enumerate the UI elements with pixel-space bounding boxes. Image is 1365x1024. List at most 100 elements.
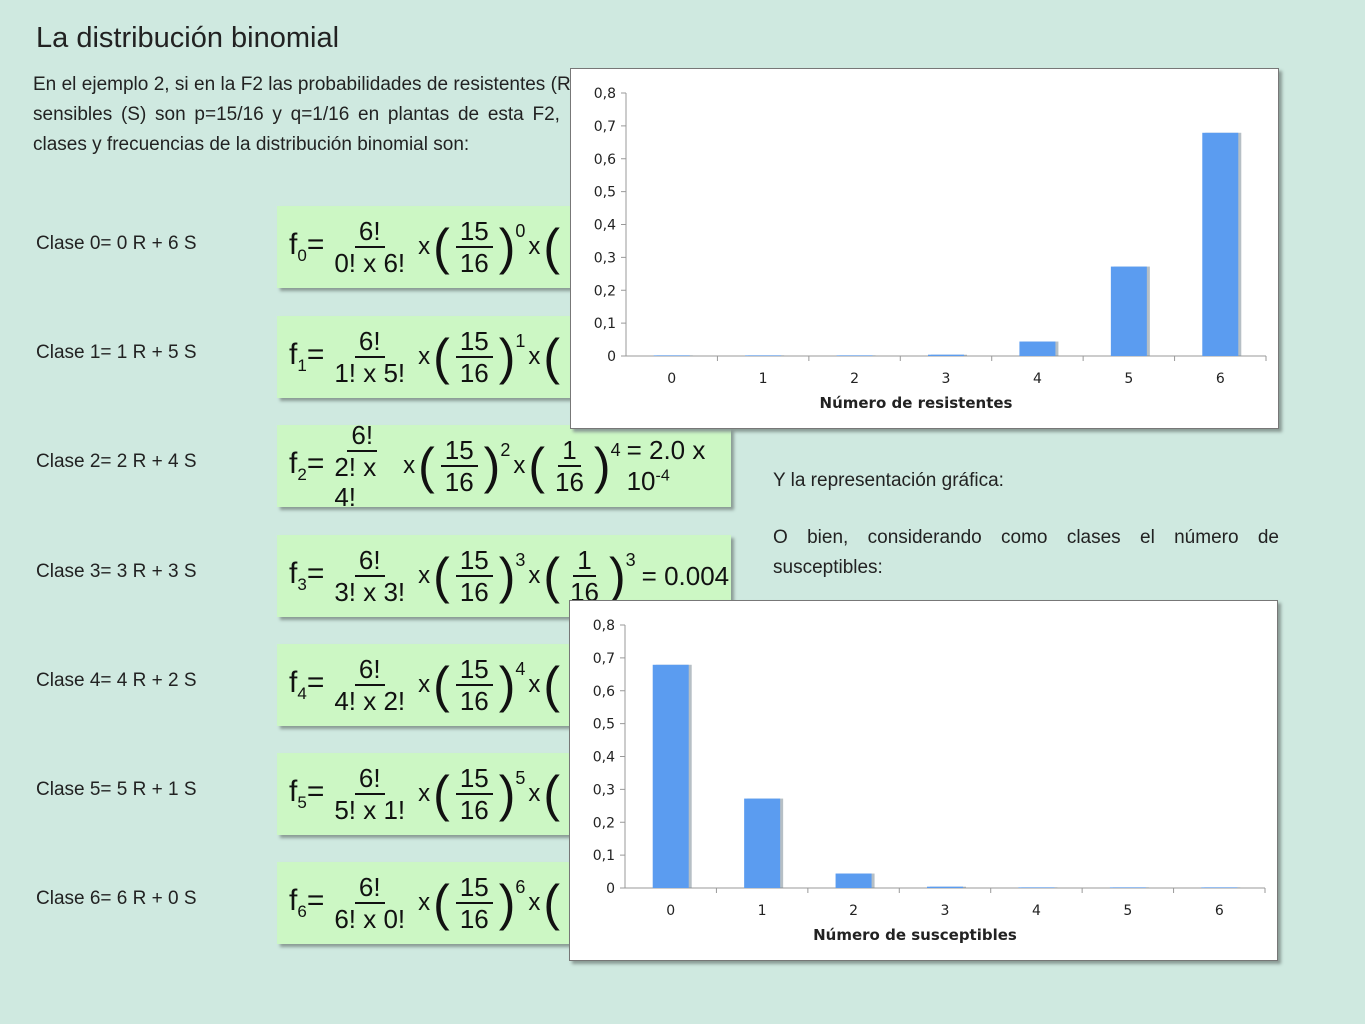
class-label: Clase 4= 4 R + 2 S [36, 670, 197, 691]
p-term: (15 16) 0 [433, 216, 526, 278]
bar [1018, 887, 1055, 888]
y-tick-label: 0,1 [594, 316, 616, 332]
times-sign: x [418, 562, 431, 589]
y-tick-label: 0,7 [594, 119, 616, 135]
x-tick-label: 4 [1033, 371, 1042, 387]
times-sign: x [418, 343, 431, 370]
y-tick-label: 0,3 [593, 782, 615, 798]
formula-f: f0= [289, 228, 325, 265]
x-axis-label: Número de resistentes [820, 394, 1013, 412]
times-sign: x [528, 889, 541, 916]
class-label: Clase 5= 5 R + 1 S [36, 779, 197, 800]
chart-resistentes: 0 0,1 0,2 0,3 0,4 0,5 0,6 0,7 0,8 0 1 2 3 4 5 6 Número d… [570, 68, 1279, 429]
p-term: (15 16) 3 [433, 545, 526, 607]
p-term: (15 16) 6 [433, 872, 526, 934]
bar [836, 355, 873, 356]
intro-paragraph: En el ejemplo 2, si en la F2 las probabi… [33, 74, 593, 155]
y-tick-label: 0 [606, 881, 615, 897]
formula-fraction: 6! 1! x 5! [334, 326, 406, 388]
bar [928, 354, 964, 356]
x-tick-label: 3 [942, 371, 951, 387]
x-tick-label: 2 [849, 903, 858, 919]
class-label: Clase 1= 1 R + 5 S [36, 342, 197, 363]
bar [1202, 132, 1239, 356]
p-term: (15 16) 1 [433, 326, 526, 388]
x-tick-label: 4 [1032, 903, 1041, 919]
formula-fraction: 6! 6! x 0! [334, 872, 406, 934]
q-term: (1 16) 4 [528, 435, 621, 497]
y-tick-label: 0,1 [593, 848, 615, 864]
chart-resistentes-svg: 0 0,1 0,2 0,3 0,4 0,5 0,6 0,7 0,8 0 1 2 3 4 5 6 Número d… [594, 86, 1267, 412]
y-tick-label: 0,5 [593, 717, 615, 733]
formula-fraction: 6! 5! x 1! [334, 763, 406, 825]
y-tick-label: 0 [607, 349, 616, 365]
bar [1110, 266, 1147, 356]
bar [1201, 887, 1238, 888]
x-tick-label: 5 [1123, 903, 1132, 919]
bar [835, 873, 872, 888]
bar [744, 798, 781, 888]
x-tick-label: 6 [1215, 903, 1224, 919]
chart-susceptibles: 0 0,1 0,2 0,3 0,4 0,5 0,6 0,7 0,8 0 1 2 3 4 5 6 Número d… [569, 600, 1278, 961]
bar [1019, 341, 1056, 356]
bar [927, 886, 963, 888]
x-tick-label: 6 [1216, 371, 1225, 387]
bar [1109, 887, 1146, 888]
y-tick-label: 0,8 [593, 618, 615, 634]
y-tick-label: 0,2 [593, 815, 615, 831]
times-sign: x [528, 233, 541, 260]
times-sign: x [528, 671, 541, 698]
y-tick-label: 0,6 [593, 684, 615, 700]
bar [653, 355, 690, 356]
y-tick-label: 0,6 [594, 152, 616, 168]
y-tick-label: 0,2 [594, 283, 616, 299]
chart-susceptibles-svg: 0 0,1 0,2 0,3 0,4 0,5 0,6 0,7 0,8 0 1 2 3 4 5 6 Número d… [593, 618, 1266, 944]
class-label: Clase 3= 3 R + 3 S [36, 561, 197, 582]
x-tick-label: 1 [758, 903, 767, 919]
times-sign: x [418, 889, 431, 916]
times-sign: x [418, 233, 431, 260]
formula-f: f4= [289, 666, 325, 703]
bar [745, 355, 782, 356]
x-tick-label: 0 [667, 371, 676, 387]
y-tick-label: 0,5 [594, 185, 616, 201]
formula-f: f2= [289, 447, 325, 484]
times-sign: x [418, 671, 431, 698]
formula-f: f6= [289, 884, 325, 921]
times-sign: x [528, 343, 541, 370]
times-sign: x [528, 780, 541, 807]
y-tick-label: 0,7 [593, 651, 615, 667]
formula-f: f3= [289, 557, 325, 594]
times-sign: x [528, 562, 541, 589]
p-term: (15 16) 4 [433, 654, 526, 716]
x-tick-label: 0 [666, 903, 675, 919]
text-representacion: Y la representación gráfica: [773, 470, 1004, 491]
text-susceptibles: O bien, considerando como clases el núme… [773, 527, 1279, 578]
x-tick-label: 5 [1124, 371, 1133, 387]
x-tick-label: 2 [850, 371, 859, 387]
y-tick-label: 0,3 [594, 250, 616, 266]
class-label: Clase 6= 6 R + 0 S [36, 888, 197, 909]
formula-f: f1= [289, 338, 325, 375]
class-label: Clase 0= 0 R + 6 S [36, 233, 197, 254]
q-term: (1 16) 3 [543, 545, 636, 607]
formula-fraction: 6! 2! x 4! [334, 420, 378, 512]
p-term: (15 16) 5 [433, 763, 526, 825]
class-label: Clase 2= 2 R + 4 S [36, 451, 197, 472]
y-tick-label: 0,4 [593, 750, 615, 766]
x-axis-label: Número de susceptibles [813, 926, 1017, 944]
y-tick-label: 0,8 [594, 86, 616, 102]
page-title: La distribución binomial [36, 22, 340, 54]
formula-box: f2= 6! 2! x 4! x(15 16) 2 x(1 16) 4 = 2.0 x 10-4 [277, 420, 731, 512]
x-tick-label: 3 [941, 903, 950, 919]
times-sign: x [513, 452, 526, 479]
x-tick-label: 1 [759, 371, 768, 387]
formula-fraction: 6! 3! x 3! [334, 545, 406, 607]
p-term: (15 16) 2 [418, 435, 511, 497]
y-tick-label: 0,4 [594, 218, 616, 234]
times-sign: x [403, 452, 416, 479]
formula-fraction: 6! 0! x 6! [334, 216, 406, 278]
times-sign: x [418, 780, 431, 807]
formula-fraction: 6! 4! x 2! [334, 654, 406, 716]
formula-result: = 0.004 [641, 560, 730, 591]
